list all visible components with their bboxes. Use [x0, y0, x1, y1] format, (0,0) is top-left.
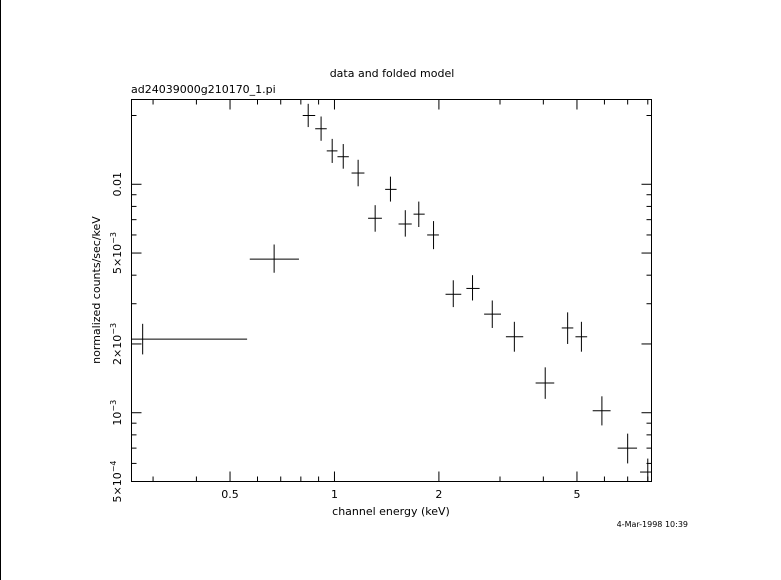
data-point — [466, 275, 480, 301]
timestamp: 4-Mar-1998 10:39 — [617, 520, 688, 529]
y-tick-labels: 5×10−4 10−3 2×10−3 5×10−3 0.01 — [109, 172, 124, 502]
y-axis-label: normalized counts/sec/keV — [90, 216, 103, 364]
data-point — [505, 321, 524, 352]
data-point — [445, 280, 462, 308]
y-tick-label: 5×10−3 — [109, 232, 124, 274]
data-point — [131, 323, 248, 355]
axis-ticks — [131, 99, 652, 482]
data-point — [617, 433, 638, 464]
data-point — [575, 321, 588, 352]
y-tick-label: 2×10−3 — [109, 323, 124, 365]
x-tick-label: 0.5 — [221, 488, 239, 501]
data-points — [131, 103, 652, 482]
y-tick-label: 5×10−4 — [109, 460, 124, 502]
data-point — [561, 312, 574, 344]
chart-subtitle: ad24039000g210170_1.pi — [131, 83, 276, 96]
x-tick-label: 5 — [573, 488, 580, 501]
x-tick-label: 1 — [331, 488, 338, 501]
data-point — [427, 221, 439, 250]
y-tick-label: 10−3 — [109, 400, 124, 426]
data-point — [398, 210, 412, 237]
data-point — [640, 458, 652, 482]
data-point — [302, 103, 316, 128]
data-point — [592, 396, 611, 426]
data-point — [337, 144, 349, 169]
x-axis-label: channel energy (keV) — [332, 505, 450, 518]
x-tick-labels: 0.5 1 2 5 — [221, 488, 580, 501]
plot-frame — [131, 99, 652, 482]
data-point — [413, 201, 425, 228]
data-point — [351, 159, 365, 187]
data-point — [315, 116, 327, 141]
data-point — [249, 244, 299, 273]
data-point — [385, 176, 397, 202]
data-point — [535, 367, 555, 399]
data-point — [484, 300, 501, 328]
data-point — [368, 205, 382, 232]
chart-title: data and folded model — [330, 67, 455, 80]
data-point — [326, 138, 338, 163]
y-tick-label: 0.01 — [111, 172, 124, 197]
x-tick-label: 2 — [435, 488, 442, 501]
